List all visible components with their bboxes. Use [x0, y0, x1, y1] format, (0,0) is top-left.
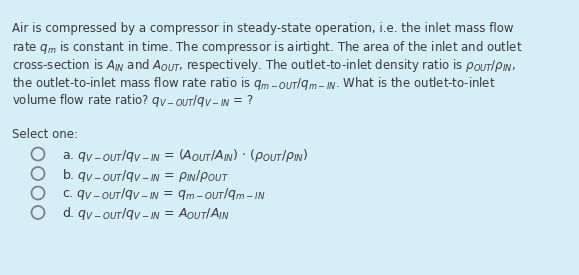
Text: Select one:: Select one: [12, 128, 78, 141]
Text: d. $q_{V-OUT}$/$q_{V-IN}$ = $A_{OUT}$/$A_{IN}$: d. $q_{V-OUT}$/$q_{V-IN}$ = $A_{OUT}$/$A… [62, 205, 229, 222]
Circle shape [31, 186, 45, 199]
Text: b. $q_{V-OUT}$/$q_{V-IN}$ = $\rho_{IN}$/$\rho_{OUT}$: b. $q_{V-OUT}$/$q_{V-IN}$ = $\rho_{IN}$/… [62, 166, 229, 183]
Text: rate $q_m$ is constant in time. The compressor is airtight. The area of the inle: rate $q_m$ is constant in time. The comp… [12, 40, 522, 56]
Text: c. $q_{V-OUT}$/$q_{V-IN}$ = $q_{m-OUT}$/$q_{m-IN}$: c. $q_{V-OUT}$/$q_{V-IN}$ = $q_{m-OUT}$/… [62, 186, 266, 202]
Circle shape [31, 206, 45, 219]
Text: cross-section is $A_{IN}$ and $A_{OUT}$, respectively. The outlet-to-inlet densi: cross-section is $A_{IN}$ and $A_{OUT}$,… [12, 57, 516, 74]
Text: the outlet-to-inlet mass flow rate ratio is $q_{m-OUT}$/$q_{m-IN}$. What is the : the outlet-to-inlet mass flow rate ratio… [12, 75, 496, 92]
Circle shape [31, 147, 45, 161]
Text: a. $q_{V-OUT}$/$q_{V-IN}$ = ($A_{OUT}$/$A_{IN}$) $\cdot$ ($\rho_{OUT}$/$\rho_{IN: a. $q_{V-OUT}$/$q_{V-IN}$ = ($A_{OUT}$/$… [62, 147, 309, 164]
Text: Air is compressed by a compressor in steady-state operation, i.e. the inlet mass: Air is compressed by a compressor in ste… [12, 22, 514, 35]
Circle shape [31, 167, 45, 180]
Text: volume flow rate ratio? $q_{V-OUT}$/$q_{V-IN}$ = ?: volume flow rate ratio? $q_{V-OUT}$/$q_{… [12, 92, 254, 109]
